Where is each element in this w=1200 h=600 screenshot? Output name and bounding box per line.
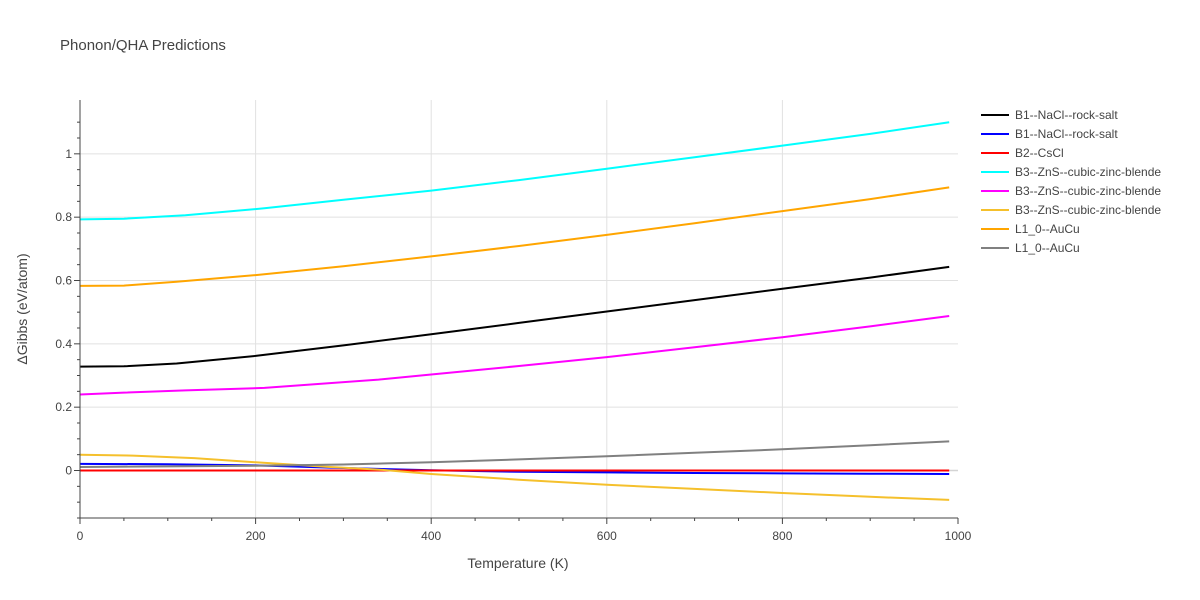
legend-item[interactable]: B1--NaCl--rock-salt bbox=[981, 108, 1118, 122]
x-tick-label: 1000 bbox=[945, 529, 972, 543]
legend[interactable]: B1--NaCl--rock-salt B1--NaCl--rock-salt B2… bbox=[981, 108, 1161, 255]
legend-label: B1--NaCl--rock-salt bbox=[1015, 108, 1118, 122]
series-line[interactable] bbox=[79, 186, 950, 287]
y-axis-label: ΔGibbs (eV/atom) bbox=[14, 253, 30, 364]
x-tick-label: 0 bbox=[77, 529, 84, 543]
x-tick-label: 800 bbox=[772, 529, 792, 543]
legend-label: B3--ZnS--cubic-zinc-blende bbox=[1015, 203, 1161, 217]
legend-label: L1_0--AuCu bbox=[1015, 241, 1080, 255]
series-line[interactable] bbox=[79, 453, 950, 501]
x-tick-label: 400 bbox=[421, 529, 441, 543]
x-axis-label: Temperature (K) bbox=[467, 555, 568, 571]
chart-title: Phonon/QHA Predictions bbox=[60, 37, 226, 54]
legend-item[interactable]: L1_0--AuCu bbox=[981, 241, 1080, 255]
legend-item[interactable]: B3--ZnS--cubic-zinc-blende bbox=[981, 165, 1161, 179]
legend-label: B3--ZnS--cubic-zinc-blende bbox=[1015, 165, 1161, 179]
series-lines bbox=[79, 121, 950, 501]
y-tick-label: 0.8 bbox=[55, 210, 72, 224]
legend-item[interactable]: B2--CsCl bbox=[981, 146, 1064, 160]
legend-item[interactable]: L1_0--AuCu bbox=[981, 222, 1080, 236]
legend-label: B2--CsCl bbox=[1015, 146, 1064, 160]
legend-item[interactable]: B3--ZnS--cubic-zinc-blende bbox=[981, 184, 1161, 198]
legend-label: B1--NaCl--rock-salt bbox=[1015, 127, 1118, 141]
y-tick-label: 0 bbox=[65, 464, 72, 478]
x-tick-label: 600 bbox=[597, 529, 617, 543]
x-tick-label: 200 bbox=[246, 529, 266, 543]
y-tick-label: 0.6 bbox=[55, 274, 72, 288]
series-line[interactable] bbox=[79, 265, 950, 368]
series-line[interactable] bbox=[79, 315, 950, 396]
y-tick-label: 0.2 bbox=[55, 400, 72, 414]
legend-item[interactable]: B1--NaCl--rock-salt bbox=[981, 127, 1118, 141]
y-tick-label: 0.4 bbox=[55, 337, 72, 351]
legend-label: L1_0--AuCu bbox=[1015, 222, 1080, 236]
axes: 0 200 400 600 800 1000 0 0.2 0.4 0.6 0.8 1 bbox=[55, 100, 972, 543]
grid bbox=[80, 100, 958, 518]
series-line[interactable] bbox=[79, 121, 950, 221]
series-line[interactable] bbox=[79, 440, 950, 468]
legend-item[interactable]: B3--ZnS--cubic-zinc-blende bbox=[981, 203, 1161, 217]
y-tick-label: 1 bbox=[65, 147, 72, 161]
legend-label: B3--ZnS--cubic-zinc-blende bbox=[1015, 184, 1161, 198]
